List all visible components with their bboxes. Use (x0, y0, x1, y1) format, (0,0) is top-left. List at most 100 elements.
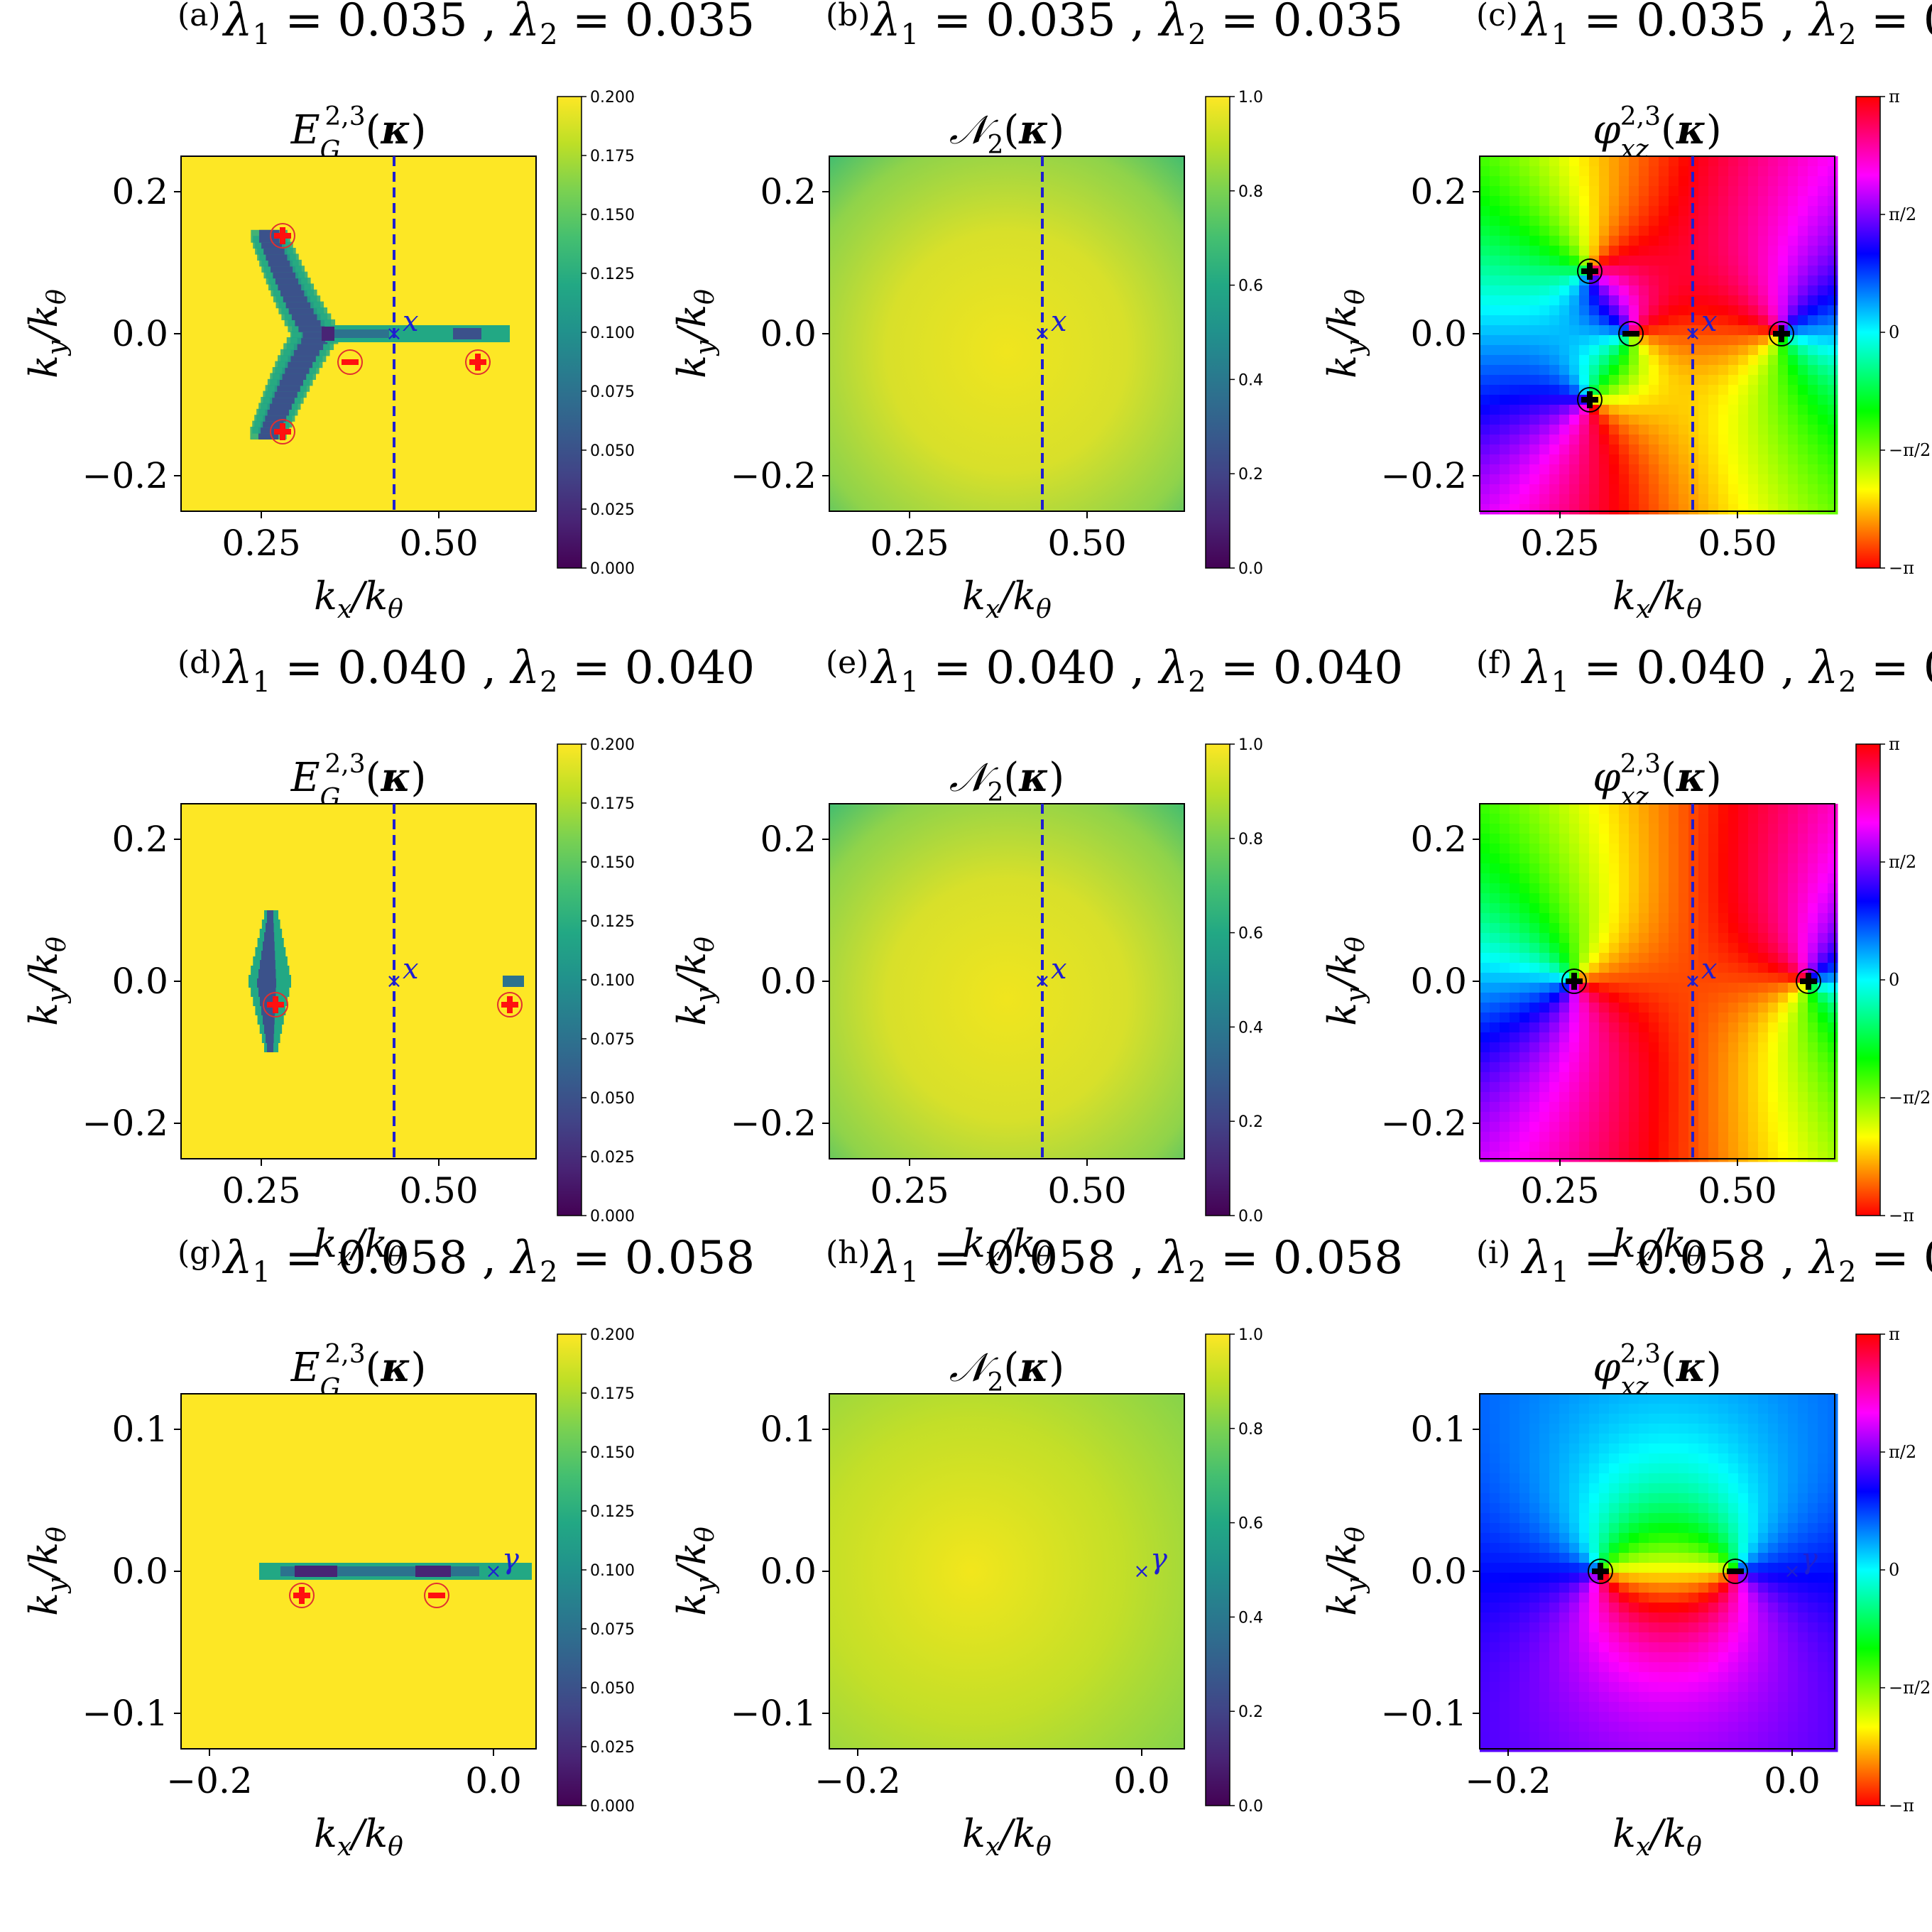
phase-cell (1519, 1122, 1530, 1133)
phase-cell (1758, 853, 1769, 864)
phase-cell (1599, 216, 1610, 227)
phase-cell (1808, 1682, 1818, 1693)
phase-cell (1569, 1483, 1580, 1494)
phase-cell (1539, 1443, 1550, 1454)
phase-cell (1629, 504, 1639, 515)
phase-cell (1818, 1563, 1828, 1573)
phase-cell (1808, 993, 1818, 1003)
phase-cell (1589, 1062, 1600, 1073)
phase-cell (1549, 226, 1560, 236)
phase-cell (1659, 1503, 1669, 1514)
phase-cell (1549, 1434, 1560, 1444)
phase-cell (1758, 1722, 1769, 1732)
phase-cell (1728, 844, 1739, 854)
phase-cell (1688, 1424, 1699, 1434)
phase-cell (1708, 1082, 1719, 1093)
phase-cell (1549, 863, 1560, 874)
phase-cell (1758, 285, 1769, 296)
phase-cell (1798, 256, 1808, 266)
phase-cell (1519, 176, 1530, 187)
phase-cell (1519, 266, 1530, 276)
phase-cell (1688, 1394, 1699, 1404)
sign-bar (1571, 973, 1577, 990)
phase-cell (1569, 1612, 1580, 1623)
phase-cell (1569, 933, 1580, 944)
phase-cell (1748, 325, 1759, 336)
phase-cell (1649, 913, 1659, 924)
phase-cell (1738, 256, 1749, 266)
phase-cell (1718, 325, 1729, 336)
phase-cell (1738, 1662, 1749, 1673)
phase-cell (1619, 1052, 1630, 1063)
phase-cell (1569, 1112, 1580, 1123)
panel-title: λ1 = 0.058 , λ2 = 0.058 (870, 1232, 1403, 1289)
phase-cell (1669, 1092, 1679, 1103)
phase-cell (1559, 903, 1570, 914)
phase-cell (1738, 1573, 1749, 1583)
phase-cell (1569, 1662, 1580, 1673)
phase-cell (1659, 315, 1669, 326)
phase-cell (1768, 345, 1779, 356)
phase-cell (1698, 1042, 1709, 1053)
phase-cell (1708, 1453, 1719, 1464)
phase-cell (1679, 335, 1689, 346)
phase-cell (1669, 395, 1679, 405)
phase-cell (1490, 1052, 1500, 1063)
colorbar-tick-label: 0.4 (1238, 1609, 1263, 1627)
phase-cell (1490, 1662, 1500, 1673)
phase-cell (1559, 1142, 1570, 1152)
phase-cell (1609, 1553, 1620, 1563)
phase-cell (1748, 1573, 1759, 1583)
phase-cell (1798, 844, 1808, 854)
phase-cell (1818, 365, 1828, 376)
phase-cell (1579, 355, 1590, 366)
phase-cell (1529, 893, 1540, 904)
phase-cell (1559, 285, 1570, 296)
phase-cell (1559, 1434, 1570, 1444)
phase-cell (1828, 883, 1838, 894)
phase-cell (1490, 863, 1500, 874)
phase-cell (1649, 1513, 1659, 1524)
phase-cell (1629, 454, 1639, 465)
phase-cell (1679, 1672, 1689, 1683)
phase-cell (1519, 375, 1530, 386)
phase-cell (1539, 1052, 1550, 1063)
phase-cell (1738, 315, 1749, 326)
phase-cell (1659, 1102, 1669, 1113)
phase-cell (1619, 236, 1630, 246)
phase-cell (1728, 923, 1739, 934)
phase-cell (1669, 1652, 1679, 1663)
phase-cell (1569, 804, 1580, 814)
phase-cell (1688, 494, 1699, 505)
phase-cell (1619, 1593, 1630, 1603)
phase-cell (1718, 1742, 1729, 1752)
phase-cell (1758, 335, 1769, 346)
phase-cell (1629, 1132, 1639, 1142)
phase-cell (1778, 1022, 1789, 1033)
phase-cell (1599, 1493, 1610, 1504)
phase-cell (1510, 1493, 1520, 1504)
phase-cell (1718, 913, 1729, 924)
phase-cell (1500, 1722, 1510, 1732)
phase-cell (1569, 844, 1580, 854)
phase-cell (1738, 444, 1749, 455)
phase-cell (1579, 335, 1590, 346)
phase-cell (1828, 814, 1838, 824)
phase-cell (1659, 1404, 1669, 1414)
phase-cell (1679, 1692, 1689, 1703)
phase-cell (1629, 1742, 1639, 1752)
phase-cell (1659, 186, 1669, 197)
phase-cell (1748, 196, 1759, 207)
phase-cell (1569, 923, 1580, 934)
phase-cell (1559, 355, 1570, 366)
phase-cell (1698, 1732, 1709, 1742)
phase-cell (1480, 943, 1490, 954)
phase-cell (1579, 844, 1590, 854)
phase-cell (1738, 305, 1749, 316)
phase-cell (1798, 863, 1808, 874)
phase-cell (1629, 345, 1639, 356)
phase-cell (1639, 824, 1649, 834)
phase-cell (1549, 1072, 1560, 1083)
phase-cell (1718, 1092, 1729, 1103)
phase-cell (1649, 1152, 1659, 1162)
